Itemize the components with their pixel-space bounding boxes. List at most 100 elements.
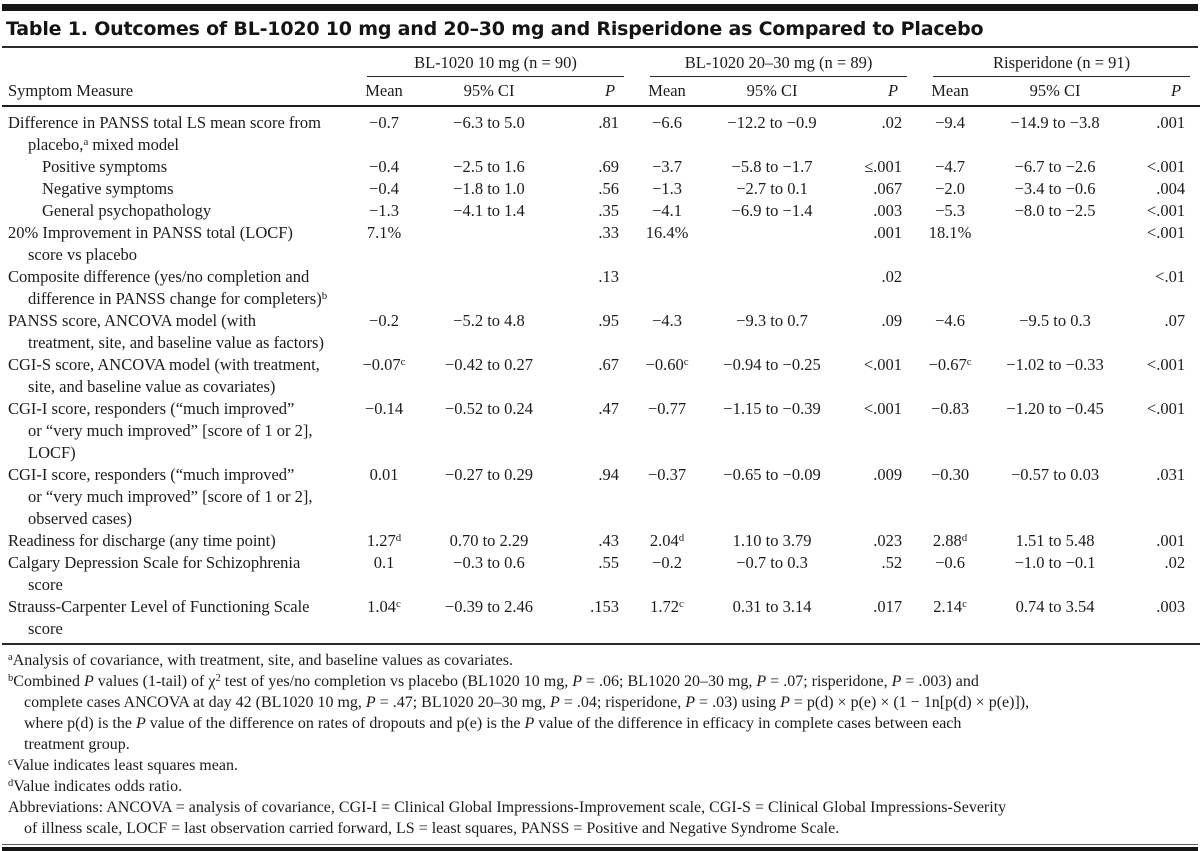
p-cell: .94 xyxy=(598,465,620,484)
p-header: P xyxy=(845,78,919,107)
mean-header: Mean xyxy=(918,78,983,107)
ci-cell: −4.1 to 1.4 xyxy=(453,201,525,220)
mean-cell: −0.77 xyxy=(647,399,687,418)
row-label: Strauss-Carpenter Level of Functioning S… xyxy=(2,596,352,645)
ci-cell: −12.2 to −0.9 xyxy=(727,113,817,132)
corner-cell xyxy=(2,50,352,78)
ci-cell: −2.7 to 0.1 xyxy=(736,179,808,198)
ci-cell: −2.5 to 1.6 xyxy=(453,157,525,176)
mean-cell: −0.7 xyxy=(369,113,399,132)
mean-cell: −4.1 xyxy=(652,201,682,220)
footnote: dValue indicates odds ratio. xyxy=(8,778,183,795)
p-cell: .47 xyxy=(598,399,620,418)
mean-cell xyxy=(352,266,416,310)
ci-cell: −1.20 to −0.45 xyxy=(1006,399,1104,418)
p-cell: .95 xyxy=(598,311,620,330)
ci-header: 95% CI xyxy=(699,78,846,107)
mean-cell: 2.14c xyxy=(918,596,983,645)
mean-cell: −0.14 xyxy=(364,399,404,418)
ci-cell: −0.7 to 0.3 xyxy=(736,553,808,572)
table-body: Difference in PANSS total LS mean score … xyxy=(2,106,1200,645)
mean-cell: 1.27d xyxy=(366,531,402,550)
group-header-bl1020-10mg: BL-1020 10 mg (n = 90) xyxy=(352,50,635,78)
table-row: Composite difference (yes/no completion … xyxy=(2,266,1200,310)
mean-cell: −2.0 xyxy=(935,179,966,198)
top-rule xyxy=(2,4,1198,11)
ci-cell: 0.31 to 3.14 xyxy=(699,596,846,645)
ci-cell: −6.7 to −2.6 xyxy=(1014,157,1096,176)
footnote: aAnalysis of covariance, with treatment,… xyxy=(8,652,513,669)
p-cell: .56 xyxy=(598,179,620,198)
ci-header: 95% CI xyxy=(982,78,1129,107)
row-label: CGI-I score, responders (“much improved”… xyxy=(8,465,313,528)
group-label: Risperidone (n = 91) xyxy=(933,51,1191,77)
row-label: Readiness for discharge (any time point) xyxy=(8,531,276,550)
mean-header: Mean xyxy=(352,78,416,107)
table-row: Strauss-Carpenter Level of Functioning S… xyxy=(2,596,1200,645)
mean-cell: −9.4 xyxy=(935,113,966,132)
ci-cell xyxy=(982,266,1128,310)
ci-cell: −0.42 to 0.27 xyxy=(444,355,534,374)
p-cell: .35 xyxy=(598,201,620,220)
row-label: CGI-S score, ANCOVA model (with treatmen… xyxy=(8,355,320,396)
ci-cell xyxy=(416,266,562,310)
table-row: CGI-S score, ANCOVA model (with treatmen… xyxy=(2,354,1200,398)
mean-cell: −0.4 xyxy=(369,157,399,176)
p-cell: .81 xyxy=(598,113,620,132)
p-cell: <.001 xyxy=(1146,201,1186,220)
p-cell: .13 xyxy=(598,267,620,286)
ci-cell: 1.51 to 5.48 xyxy=(1015,531,1095,550)
column-header-row: Symptom Measure Mean 95% CI P Mean 95% C… xyxy=(2,78,1200,107)
row-label: Difference in PANSS total LS mean score … xyxy=(8,113,321,154)
mean-cell: −4.6 xyxy=(935,311,966,330)
ci-cell: −9.5 to 0.3 xyxy=(1019,311,1091,330)
row-label: Positive symptoms xyxy=(42,157,168,176)
p-cell: .52 xyxy=(881,553,903,572)
mean-cell: −0.60c xyxy=(645,355,689,374)
mean-header: Mean xyxy=(635,78,700,107)
table-row: Negative symptoms −0.4 −1.8 to 1.0 .56 −1.3 −… xyxy=(2,178,1200,200)
row-label: CGI-I score, responders (“much improved”… xyxy=(8,399,313,462)
ci-cell xyxy=(982,222,1128,266)
table-title: Table 1. Outcomes of BL-1020 10 mg and 2… xyxy=(6,18,984,40)
p-cell: .001 xyxy=(1156,113,1186,132)
bottom-rule-thin xyxy=(2,844,1198,845)
ci-cell: −0.65 to −0.09 xyxy=(723,465,821,484)
table-row: Difference in PANSS total LS mean score … xyxy=(2,106,1200,156)
ci-cell: −0.57 to 0.03 xyxy=(1010,465,1100,484)
mean-cell: −0.37 xyxy=(647,465,687,484)
p-cell: .001 xyxy=(873,223,903,242)
ci-cell: −5.8 to −1.7 xyxy=(731,157,813,176)
group-label: BL-1020 20–30 mg (n = 89) xyxy=(650,51,908,77)
ci-cell xyxy=(699,266,845,310)
ci-cell: 1.10 to 3.79 xyxy=(732,531,812,550)
p-header: P xyxy=(1128,78,1200,107)
mean-cell: −0.07c xyxy=(362,355,406,374)
ci-cell: −6.3 to 5.0 xyxy=(453,113,525,132)
table-row: CGI-I score, responders (“much improved”… xyxy=(2,398,1200,464)
p-header: P xyxy=(562,78,636,107)
mean-cell: −1.3 xyxy=(369,201,399,220)
ci-cell: −5.2 to 4.8 xyxy=(453,311,525,330)
ci-cell: −0.27 to 0.29 xyxy=(444,465,534,484)
ci-header: 95% CI xyxy=(416,78,562,107)
row-label: General psychopathology xyxy=(42,201,212,220)
mean-cell: −0.2 xyxy=(652,553,682,572)
p-cell: .009 xyxy=(873,465,903,484)
p-cell: .55 xyxy=(598,553,620,572)
footnote: Abbreviations: ANCOVA = analysis of cova… xyxy=(8,799,1007,837)
ci-cell: −3.4 to −0.6 xyxy=(1014,179,1096,198)
table-row: 20% Improvement in PANSS total (LOCF) sc… xyxy=(2,222,1200,266)
mean-cell: 18.1% xyxy=(928,223,972,242)
ci-cell: 0.70 to 2.29 xyxy=(449,531,529,550)
ci-cell xyxy=(699,222,845,266)
mean-cell: 1.72c xyxy=(635,596,700,645)
ci-cell: −9.3 to 0.7 xyxy=(736,311,808,330)
mean-cell: −1.3 xyxy=(652,179,682,198)
ci-cell: −0.52 to 0.24 xyxy=(444,399,534,418)
mean-cell: 7.1% xyxy=(366,223,402,242)
p-cell: .001 xyxy=(1156,531,1186,550)
row-label: 20% Improvement in PANSS total (LOCF) sc… xyxy=(8,223,293,264)
footnotes: aAnalysis of covariance, with treatment,… xyxy=(2,645,1198,839)
